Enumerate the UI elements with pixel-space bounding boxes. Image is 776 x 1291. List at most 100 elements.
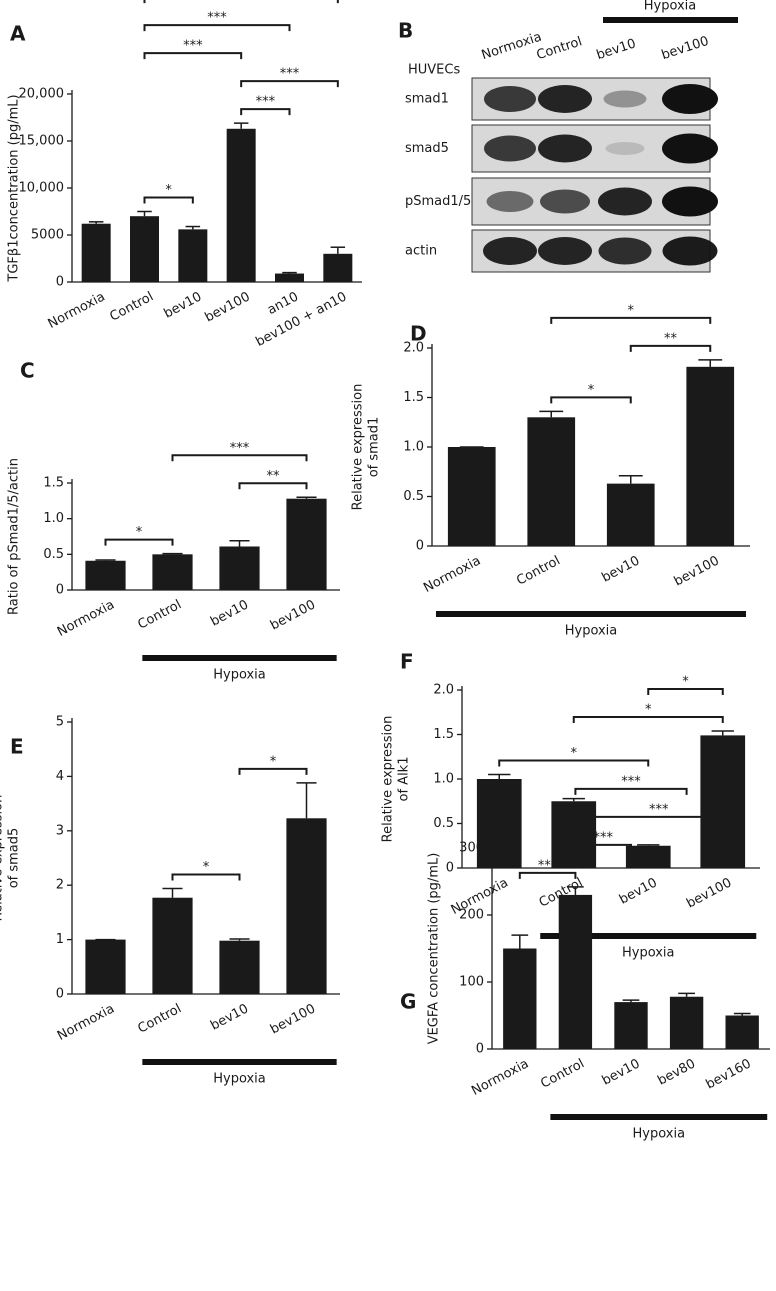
bar [219, 546, 260, 590]
x-tick-label: bev100 [684, 875, 734, 911]
significance-label: ** [664, 331, 678, 346]
x-tick-label: bev100 + an10 [253, 289, 349, 350]
group-label: Hypoxia [213, 668, 266, 683]
significance-label: * [270, 754, 277, 769]
significance-bracket [143, 196, 194, 204]
significance-bracket [171, 454, 308, 462]
significance-bracket [240, 108, 291, 116]
lane-label: Control [535, 34, 584, 63]
significance-bracket [498, 759, 650, 767]
x-tick-label: bev10 [600, 1056, 643, 1088]
x-tick-label: Normoxia [55, 1001, 117, 1043]
panel-label: F [400, 650, 414, 674]
x-tick-label: Control [538, 1056, 587, 1091]
y-tick-label: 5 [56, 715, 64, 730]
bar [323, 253, 353, 282]
y-tick-label: 1.0 [433, 772, 454, 787]
significance-bracket [104, 538, 174, 546]
row-label: actin [405, 244, 437, 259]
y-tick-label: 5000 [31, 228, 64, 243]
x-tick-label: bev80 [655, 1056, 698, 1088]
y-axis-label: Relative expression [351, 384, 366, 511]
x-tick-label: bev10 [617, 875, 660, 907]
y-tick-label: 1 [56, 932, 64, 947]
significance-bracket [574, 815, 744, 823]
bar [152, 897, 193, 994]
x-tick-label: bev10 [208, 597, 251, 629]
y-tick-label: 100 [459, 975, 484, 990]
blot-band [538, 134, 592, 163]
y-axis-label: of Alk1 [397, 757, 412, 802]
y-tick-label: 3 [56, 823, 64, 838]
y-tick-label: 0 [446, 861, 454, 876]
x-tick-label: Normoxia [55, 597, 117, 639]
bar [625, 845, 671, 868]
y-tick-label: 300 [459, 841, 484, 856]
significance-bracket [238, 482, 308, 490]
y-axis-label: Relative expression [0, 795, 6, 922]
significance-label: *** [280, 67, 300, 82]
bar [669, 996, 704, 1049]
blot-band [540, 189, 590, 214]
bar [503, 948, 537, 1049]
group-label: Hypoxia [644, 0, 697, 14]
bar [152, 554, 193, 590]
bar [447, 447, 496, 546]
significance-label: * [165, 183, 172, 198]
y-tick-label: 15,000 [19, 134, 65, 149]
significance-bracket [171, 873, 241, 881]
y-tick-label: 1.0 [403, 440, 424, 455]
bar [286, 818, 327, 994]
bar [130, 216, 159, 282]
blot-band [605, 142, 645, 155]
significance-bracket [143, 52, 243, 60]
x-tick-label: bev100 [268, 597, 318, 633]
significance-label: *** [230, 441, 250, 456]
y-axis-label: TGFβ1concentration (pg/mL) [7, 94, 22, 282]
x-tick-label: Control [107, 289, 156, 324]
bar [85, 939, 126, 994]
significance-label: *** [256, 95, 276, 110]
bar [219, 940, 260, 994]
group-label: Hypoxia [633, 1127, 686, 1142]
x-tick-label: bev100 [268, 1001, 318, 1037]
y-tick-label: 1.5 [433, 727, 454, 742]
y-tick-label: 0.5 [433, 816, 454, 831]
lane-label: bev100 [660, 34, 711, 63]
significance-label: * [588, 383, 595, 398]
y-tick-label: 20,000 [19, 87, 65, 102]
y-axis-label: VEGFA concentration (pg/mL) [427, 853, 442, 1045]
significance-bracket [143, 0, 339, 4]
bar [558, 894, 593, 1049]
panel-label: B [398, 19, 413, 43]
blot-band [598, 187, 652, 216]
x-tick-label: bev10 [208, 1001, 251, 1033]
lane-label: bev10 [595, 36, 638, 63]
significance-bracket [647, 687, 724, 695]
panel-label: C [20, 359, 35, 383]
row-label: pSmad1/5 [405, 194, 471, 209]
significance-label: * [203, 860, 210, 875]
bar [178, 229, 208, 282]
significance-bracket [143, 24, 291, 32]
y-tick-label: 2.0 [403, 341, 424, 356]
sample-label: HUVECs [408, 63, 460, 78]
y-tick-label: 0 [56, 583, 64, 598]
x-tick-label: Control [514, 553, 563, 588]
y-tick-label: 1.5 [403, 390, 424, 405]
y-axis-label: Relative expression [381, 716, 396, 843]
group-label: Hypoxia [622, 946, 675, 961]
x-tick-label: Normoxia [46, 289, 108, 331]
lane-label: Normoxia [480, 30, 544, 64]
significance-bracket [550, 316, 712, 324]
blot-band [486, 191, 534, 212]
blot-band [484, 86, 536, 112]
bar [286, 498, 327, 590]
blot-band [662, 133, 718, 164]
significance-label: ** [267, 469, 281, 484]
significance-label: * [645, 702, 652, 717]
y-axis-label: Ratio of pSmad1/5/actin [7, 458, 22, 615]
bar [686, 366, 735, 546]
bar [81, 223, 111, 282]
y-tick-label: 10,000 [19, 181, 65, 196]
